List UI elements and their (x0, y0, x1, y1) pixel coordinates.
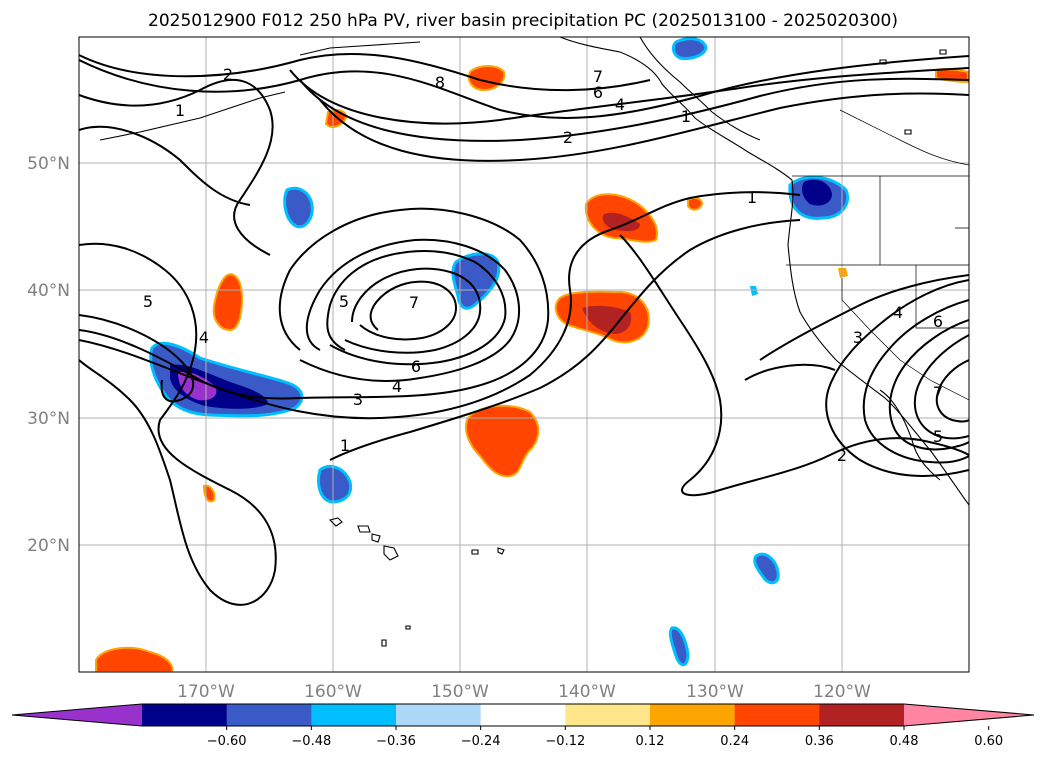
colorbar-segment (734, 704, 820, 726)
negative-anomaly-blob (753, 552, 780, 585)
svg-text:5: 5 (339, 292, 349, 311)
colorbar-segment (650, 704, 736, 726)
colorbar-outline (11, 703, 1035, 727)
negative-anomaly-blob (750, 286, 758, 296)
colorbar-segment (226, 704, 312, 726)
gridlines (79, 37, 969, 672)
lon-label: 140°W (558, 682, 616, 702)
lon-label: 130°W (686, 682, 744, 702)
lon-label: 150°W (431, 682, 489, 702)
colorbar-tick-label: 0.24 (720, 734, 749, 749)
svg-text:7: 7 (409, 293, 419, 312)
longitude-labels: 170°W 160°W 150°W 140°W 130°W 120°W (177, 682, 871, 702)
map-background (79, 37, 969, 672)
svg-text:3: 3 (353, 390, 363, 409)
colorbar-extend-min (12, 704, 142, 726)
svg-text:6: 6 (593, 83, 603, 102)
svg-text:6: 6 (933, 312, 943, 331)
colorbar-tick-label: 0.36 (805, 734, 834, 749)
contour-labels: 2 1 8 7 6 4 2 1 5 4 5 7 6 4 3 1 1 3 4 6 (143, 65, 943, 465)
colorbar-segment (480, 704, 566, 726)
colorbar-tick-label: −0.36 (376, 734, 416, 749)
colorbar-extend-max (904, 704, 1034, 726)
lat-label: 50°N (27, 154, 70, 174)
svg-text:1: 1 (681, 107, 691, 126)
map-title: 2025012900 F012 250 hPa PV, river basin … (148, 11, 898, 31)
colorbar-tick-label: −0.60 (207, 734, 247, 749)
colorbar-tick-label: −0.48 (291, 734, 331, 749)
svg-text:1: 1 (340, 436, 350, 455)
lat-label: 20°N (27, 536, 70, 556)
colorbar-segment (311, 704, 397, 726)
positive-anomaly-core (602, 212, 640, 232)
svg-text:8: 8 (435, 73, 445, 92)
svg-text:5: 5 (933, 427, 943, 446)
colorbar-tick-label: 0.12 (636, 734, 665, 749)
colorbar-segment (142, 704, 228, 726)
positive-anomaly-blob (687, 196, 704, 211)
negative-anomaly-blob (668, 626, 690, 667)
positive-anomaly-blob (95, 646, 174, 672)
colorbar-segment (565, 704, 651, 726)
svg-text:5: 5 (143, 292, 153, 311)
lon-label: 170°W (177, 682, 235, 702)
negative-anomaly-core (802, 179, 832, 206)
svg-text:7: 7 (933, 383, 943, 402)
precipitation-shading (95, 37, 969, 672)
negative-anomaly-peak (178, 371, 217, 401)
colorbar: −0.60 −0.48 −0.36 −0.24 −0.12 0.12 0.24 0.36 0.4… (11, 703, 1035, 749)
svg-text:7: 7 (593, 67, 603, 86)
svg-text:2: 2 (223, 65, 233, 84)
positive-anomaly-core (582, 305, 632, 334)
positive-anomaly-blob (202, 484, 216, 503)
svg-text:3: 3 (853, 328, 863, 347)
colorbar-segment (396, 704, 482, 726)
colorbar-tick-label: −0.12 (545, 734, 585, 749)
negative-anomaly-blob (671, 37, 708, 60)
svg-text:6: 6 (411, 357, 421, 376)
svg-text:2: 2 (837, 446, 847, 465)
negative-anomaly-blob (317, 465, 353, 504)
colorbar-tick-label: −0.24 (461, 734, 501, 749)
lon-label: 160°W (304, 682, 362, 702)
svg-text:4: 4 (199, 328, 209, 347)
positive-anomaly-blob (212, 273, 244, 332)
positive-anomaly-blob (838, 268, 848, 278)
map-panel: 2 1 8 7 6 4 2 1 5 4 5 7 6 4 3 1 1 3 4 6 (78, 36, 970, 673)
map-frame (78, 36, 970, 673)
svg-text:1: 1 (175, 101, 185, 120)
negative-anomaly-blob (283, 186, 314, 229)
positive-anomaly-blob (464, 404, 540, 478)
colorbar-tick-label: 0.60 (974, 734, 1003, 749)
negative-anomaly-blob (451, 252, 501, 310)
svg-text:2: 2 (563, 128, 573, 147)
lat-label: 40°N (27, 281, 70, 301)
svg-text:4: 4 (615, 95, 625, 114)
lon-label: 120°W (813, 682, 871, 702)
svg-text:4: 4 (893, 303, 903, 322)
colorbar-tick-label: 0.48 (890, 734, 919, 749)
latitude-labels: 50°N 40°N 30°N 20°N (27, 154, 70, 556)
svg-text:1: 1 (747, 188, 757, 207)
pv-contours (79, 52, 969, 606)
svg-text:4: 4 (392, 377, 402, 396)
colorbar-segment (819, 704, 905, 726)
lat-label: 30°N (27, 409, 70, 429)
